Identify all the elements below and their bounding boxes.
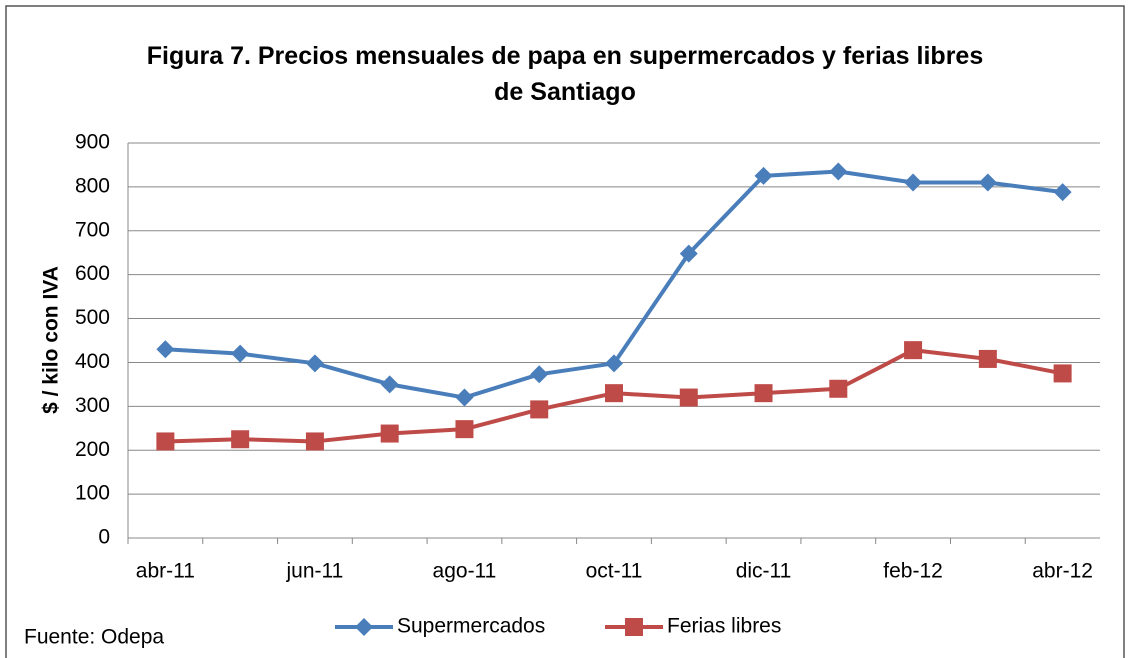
marker — [380, 375, 399, 394]
chart-title: Figura 7. Precios mensuales de papa en s… — [146, 42, 984, 106]
marker — [679, 244, 698, 263]
legend-marker — [355, 618, 373, 636]
x-tick-label: feb-12 — [883, 560, 943, 583]
marker — [605, 384, 623, 403]
y-tick-label: 200 — [75, 438, 110, 461]
y-tick-label: 900 — [75, 131, 110, 154]
marker — [605, 354, 623, 373]
marker — [530, 400, 549, 419]
marker — [530, 365, 549, 384]
marker — [156, 432, 175, 451]
legend-label: Supermercados — [397, 615, 545, 638]
y-tick-label: 500 — [75, 306, 110, 329]
marker — [978, 349, 997, 368]
y-tick-label: 700 — [75, 218, 110, 241]
marker — [829, 379, 848, 398]
marker — [904, 341, 923, 360]
marker — [380, 424, 399, 443]
x-tick-label: oct-11 — [586, 560, 643, 583]
y-axis-label: $ / kilo con IVA — [40, 266, 63, 414]
marker — [679, 388, 698, 407]
x-tick-label: jun-11 — [286, 560, 344, 583]
y-tick-label: 400 — [75, 350, 110, 373]
x-tick-label: ago-11 — [433, 560, 497, 583]
x-tick-label: abr-11 — [136, 560, 195, 583]
marker — [754, 384, 773, 403]
marker — [1053, 364, 1072, 383]
frame — [5, 5, 1125, 658]
y-tick-label: 600 — [75, 262, 110, 285]
marker — [455, 388, 474, 407]
y-tick-label: 300 — [75, 394, 110, 417]
marker — [904, 173, 923, 192]
legend-label: Ferias libres — [667, 615, 781, 638]
marker — [455, 420, 474, 439]
marker — [156, 340, 175, 359]
x-tick-label: abr-12 — [1032, 560, 1093, 583]
marker — [231, 344, 250, 363]
y-tick-label: 0 — [98, 526, 110, 549]
marker — [978, 173, 997, 192]
y-tick-label: 800 — [75, 174, 110, 197]
legend-marker — [625, 618, 643, 636]
marker — [305, 354, 324, 373]
y-tick-label: 100 — [75, 482, 110, 505]
source: Fuente: Odepa — [24, 626, 164, 649]
marker — [305, 432, 324, 451]
marker — [829, 162, 848, 181]
marker — [231, 430, 250, 449]
marker — [1053, 183, 1072, 202]
marker — [754, 166, 773, 185]
x-tick-label: dic-11 — [736, 560, 792, 583]
